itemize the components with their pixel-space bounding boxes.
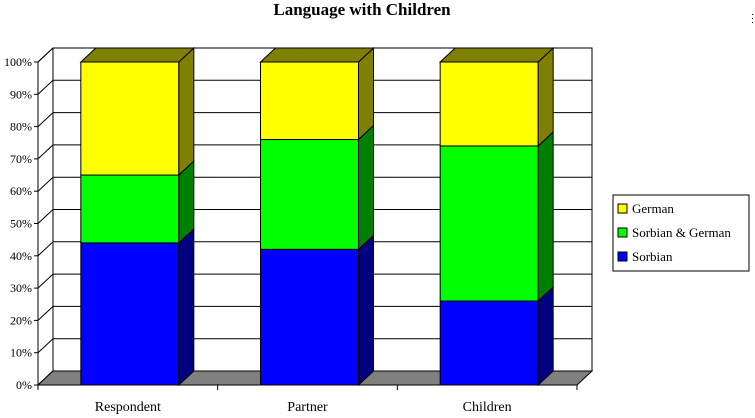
y-tick-label: 100% [4, 55, 32, 69]
legend-label: Sorbian & German [632, 225, 731, 240]
y-tick-label: 50% [10, 217, 32, 231]
bars [79, 46, 555, 387]
legend-item: Sorbian [617, 249, 673, 264]
x-tick-label: Respondent [95, 400, 161, 415]
bar-front [80, 61, 180, 176]
legend-box [612, 194, 750, 272]
bar-side [358, 46, 374, 141]
bar-top [79, 47, 196, 63]
bar-front [439, 61, 539, 147]
legend-swatch [617, 203, 628, 214]
bar-front [260, 61, 359, 141]
bar-segment-german [439, 46, 554, 148]
bar-segment-sorbian [260, 234, 374, 387]
y-tick-label: 40% [10, 249, 32, 263]
y-tick-label: 60% [10, 184, 32, 198]
y-tick-label: 90% [10, 87, 32, 101]
y-tick-label: 0% [16, 378, 32, 392]
legend-item: German [617, 201, 674, 216]
grid-lines [37, 47, 593, 386]
bar-segment-german [80, 46, 195, 177]
bar-segment-sorbian-german [260, 124, 374, 251]
bar-side [178, 46, 195, 177]
y-tick-label: 10% [10, 346, 32, 360]
y-tick-label: 80% [10, 120, 32, 134]
bar-front [260, 139, 359, 250]
bar-front [80, 242, 180, 386]
bar-front [439, 300, 539, 386]
x-axis-ticks: Respondent Partner Children [37, 385, 578, 415]
bar-front [80, 174, 180, 244]
y-tick-label: 20% [10, 313, 32, 327]
bar-side [358, 234, 374, 387]
x-tick-label: Children [463, 400, 512, 415]
bar-front [439, 145, 539, 302]
chart-title: Language with Children [273, 0, 451, 19]
bar-segment-sorbian [80, 227, 195, 387]
legend-label: Sorbian [632, 249, 673, 264]
bar-side [358, 124, 374, 251]
bar-side [537, 130, 554, 303]
bar-side [178, 227, 195, 387]
bar-segment-sorbian [439, 285, 554, 387]
x-tick-label: Partner [287, 400, 328, 415]
legend-item: Sorbian & German [617, 225, 731, 240]
y-tick-label: 70% [10, 152, 32, 166]
legend: German Sorbian & German Sorbian [612, 194, 750, 272]
y-axis-ticks: 0% 10% 20% 30% 40% 50% 60% 70% 80% 90% 100% [4, 55, 38, 392]
bar-front [260, 248, 359, 386]
bar-top [259, 47, 375, 63]
y-tick-label: 30% [10, 281, 32, 295]
legend-swatch [617, 227, 628, 238]
bar-side [537, 46, 554, 148]
legend-label: German [632, 201, 674, 216]
resize-handle-icon [752, 14, 753, 23]
bar-top [438, 47, 555, 63]
legend-swatch [617, 251, 628, 262]
bar-segment-sorbian-german [439, 130, 554, 303]
bar-side [537, 285, 554, 387]
